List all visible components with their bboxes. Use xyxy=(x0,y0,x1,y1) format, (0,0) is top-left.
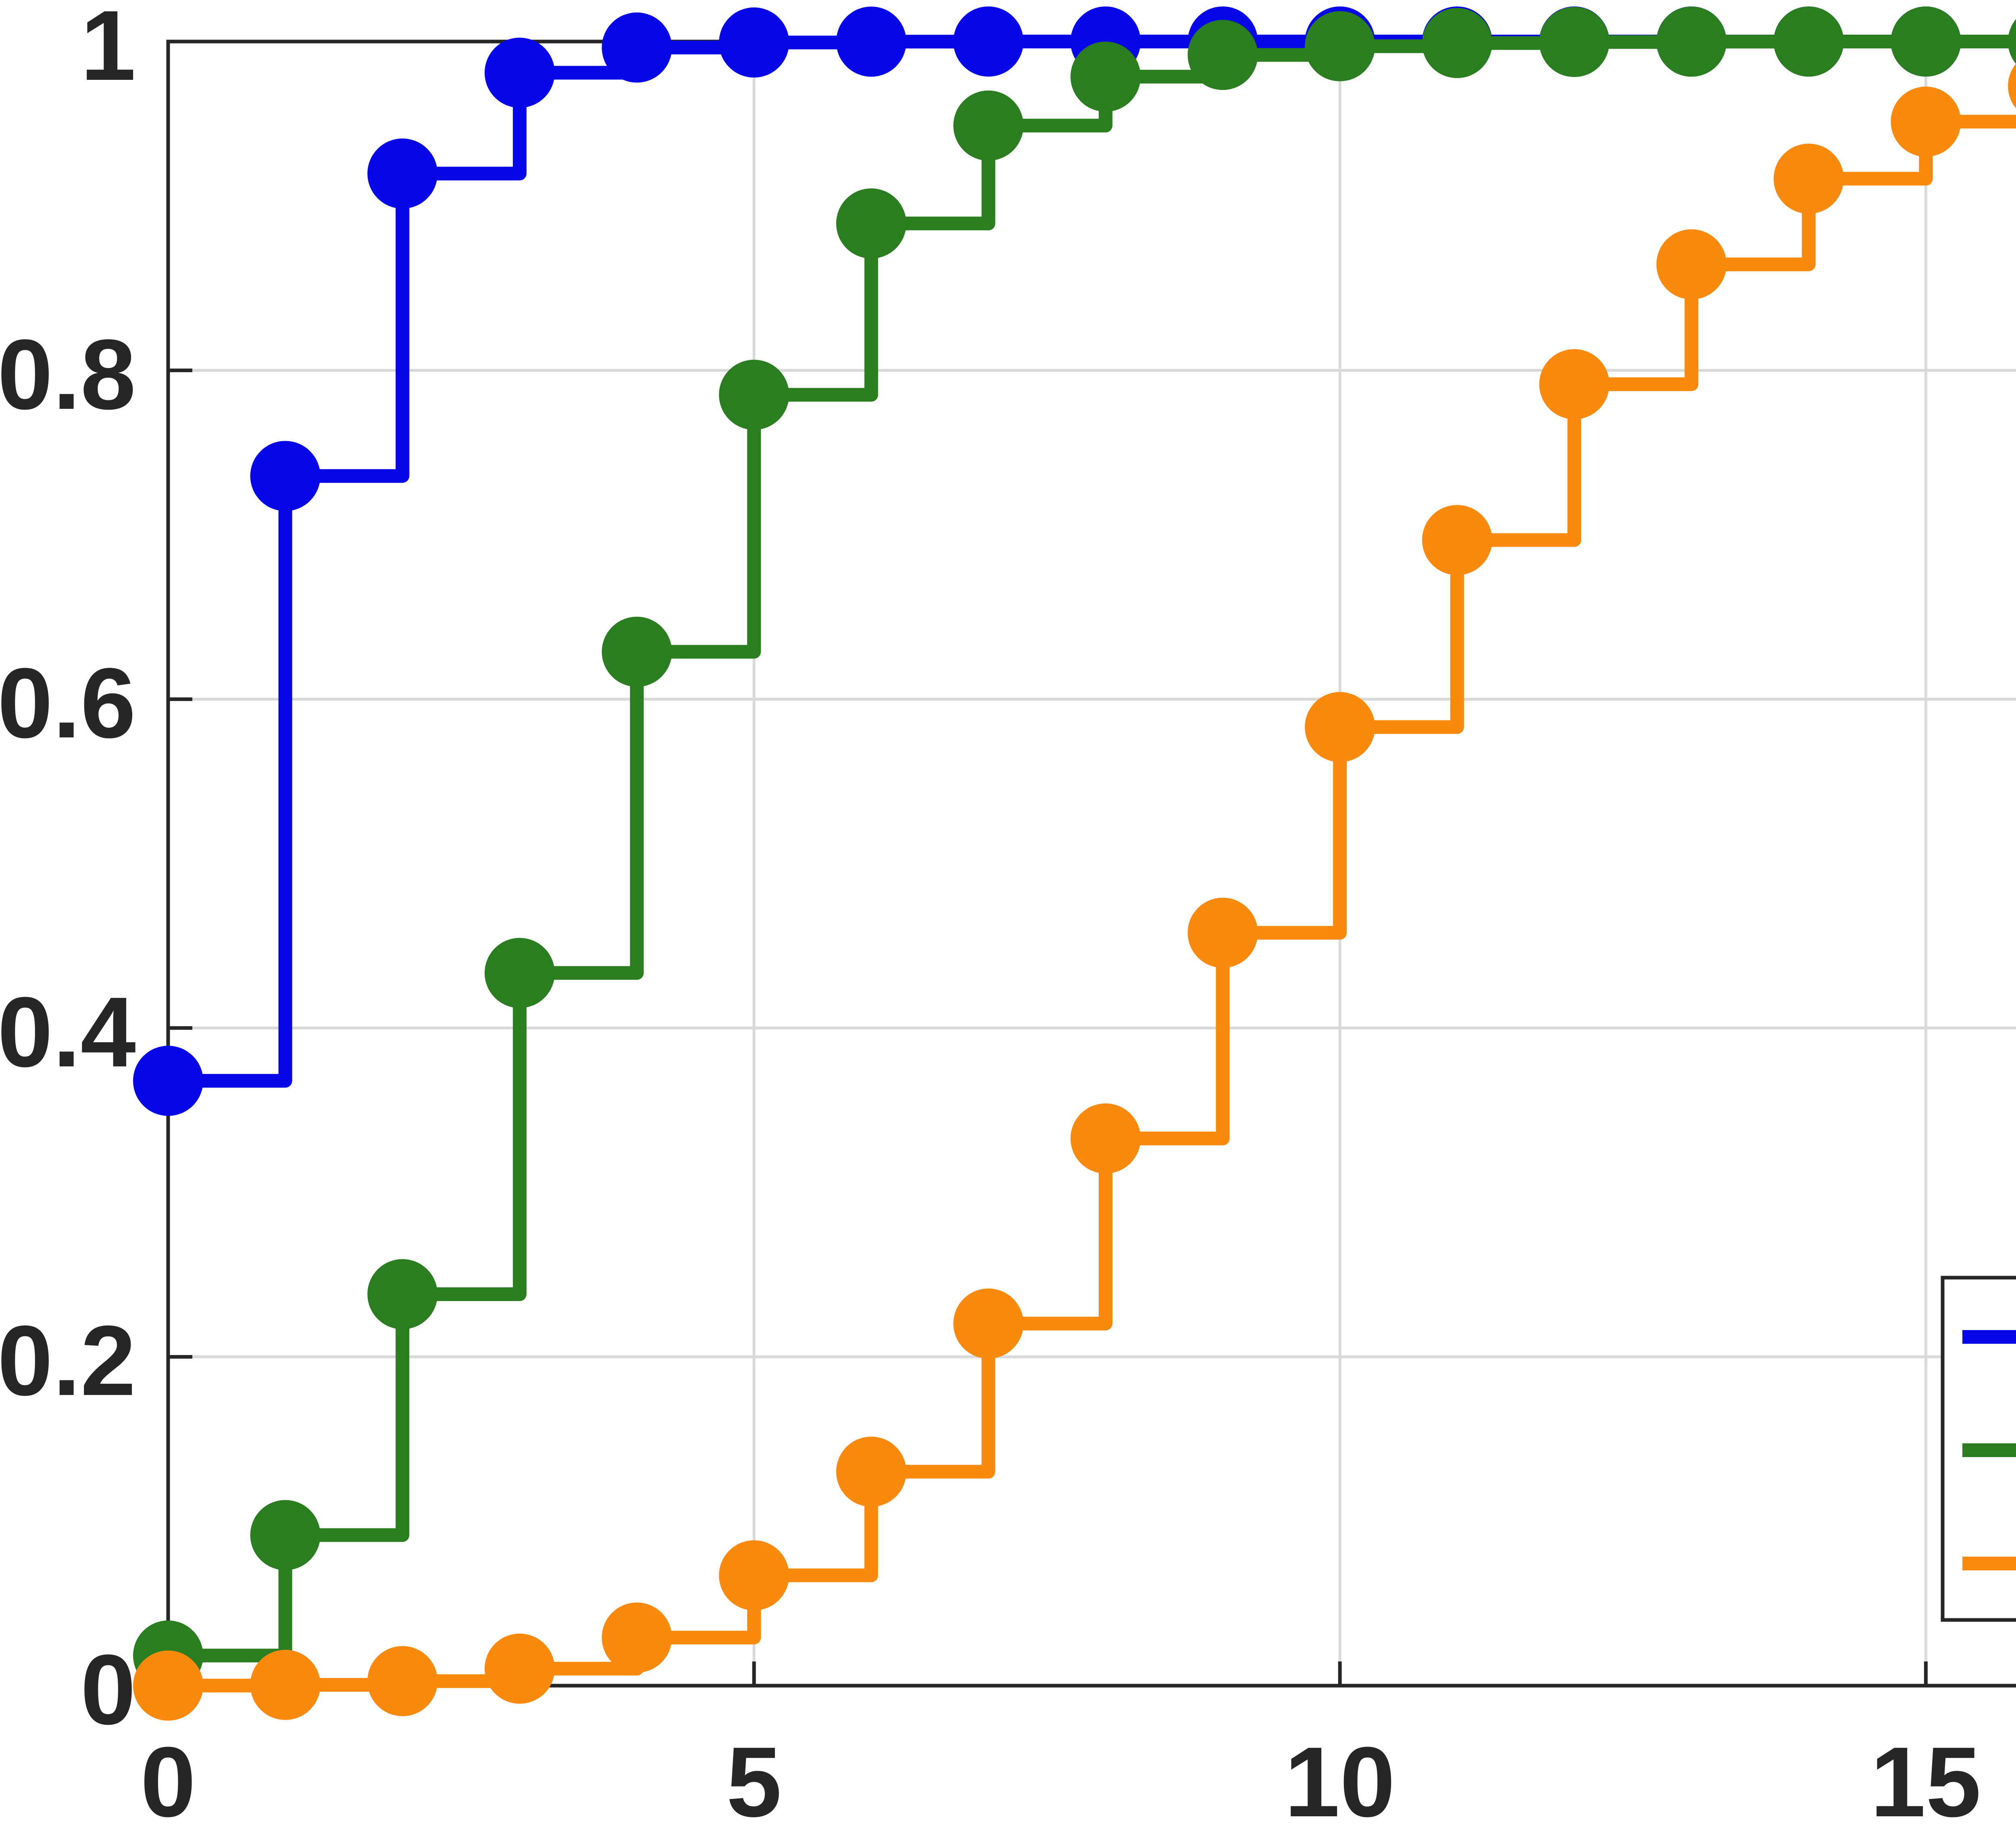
svg-text:0.6: 0.6 xyxy=(0,647,136,759)
svg-text:0: 0 xyxy=(140,1726,196,1828)
svg-text:15: 15 xyxy=(1870,1726,1981,1828)
svg-text:0: 0 xyxy=(81,1634,136,1745)
svg-text:1: 1 xyxy=(81,0,136,101)
svg-text:0.8: 0.8 xyxy=(0,319,136,430)
svg-text:0.4: 0.4 xyxy=(0,976,136,1088)
svg-text:5: 5 xyxy=(726,1726,781,1828)
svg-text:10: 10 xyxy=(1285,1726,1395,1828)
svg-text:0.2: 0.2 xyxy=(0,1305,136,1416)
